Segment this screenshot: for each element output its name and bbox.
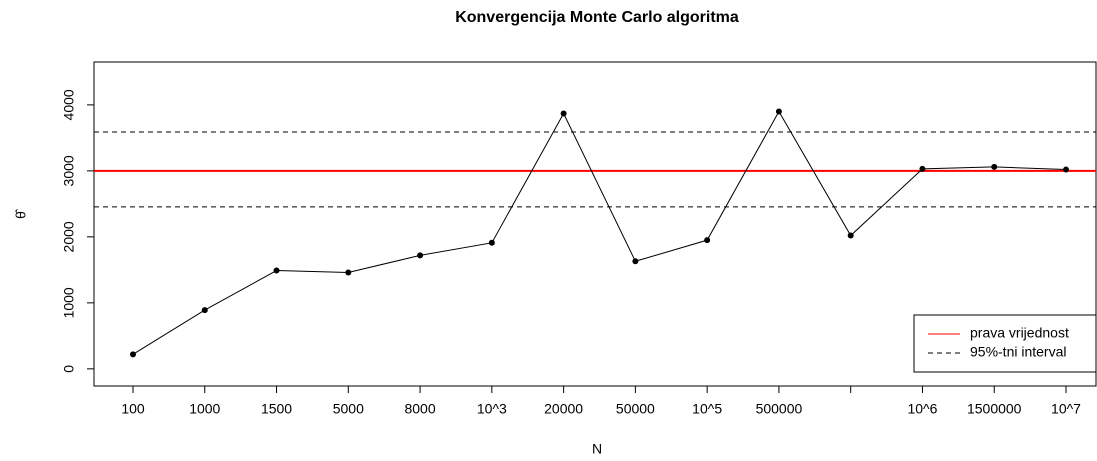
data-point: [488, 239, 495, 246]
x-tick-label: 500000: [756, 401, 803, 417]
x-tick-label: 20000: [544, 401, 583, 417]
data-point: [991, 163, 998, 170]
x-tick-label: 10^5: [692, 401, 722, 417]
data-point: [775, 108, 782, 115]
data-point: [130, 351, 136, 358]
data-point: [847, 232, 854, 239]
data-point: [273, 267, 280, 274]
data-point: [704, 237, 711, 244]
plot-box: [93, 61, 1097, 387]
x-axis-label: N: [592, 441, 602, 457]
x-tick-label: 10^3: [477, 401, 507, 417]
data-line: [132, 110, 1067, 355]
x-tick-label: 8000: [404, 401, 435, 417]
x-tick-label: 1500: [261, 401, 292, 417]
x-tick-label: 10^7: [1051, 401, 1081, 417]
legend-label: 95%-tni interval: [970, 344, 1067, 360]
y-tick-label: 4000: [61, 89, 77, 120]
data-point: [201, 307, 208, 314]
legend-box: [913, 314, 1097, 373]
legend-label: prava vrijednost: [970, 325, 1069, 341]
data-point: [417, 252, 424, 259]
x-tick-label: 10^6: [907, 401, 937, 417]
y-tick-label: 3000: [61, 155, 77, 186]
y-tick-label: 1000: [61, 287, 77, 318]
x-tick-label: 50000: [616, 401, 655, 417]
x-tick-label: 1000: [189, 401, 220, 417]
data-point: [345, 269, 352, 276]
y-tick-label: 0: [61, 365, 77, 373]
data-point: [919, 165, 926, 172]
x-tick-label: 5000: [333, 401, 364, 417]
data-point: [1063, 166, 1069, 173]
data-point: [632, 258, 639, 265]
x-tick-label: 100: [121, 401, 145, 417]
y-axis-label: θ̂: [13, 208, 29, 219]
x-tick-label: 1500000: [967, 401, 1022, 417]
data-point: [560, 110, 567, 117]
chart-title: Konvergencija Monte Carlo algoritma: [455, 9, 739, 26]
y-tick-label: 2000: [61, 221, 77, 252]
